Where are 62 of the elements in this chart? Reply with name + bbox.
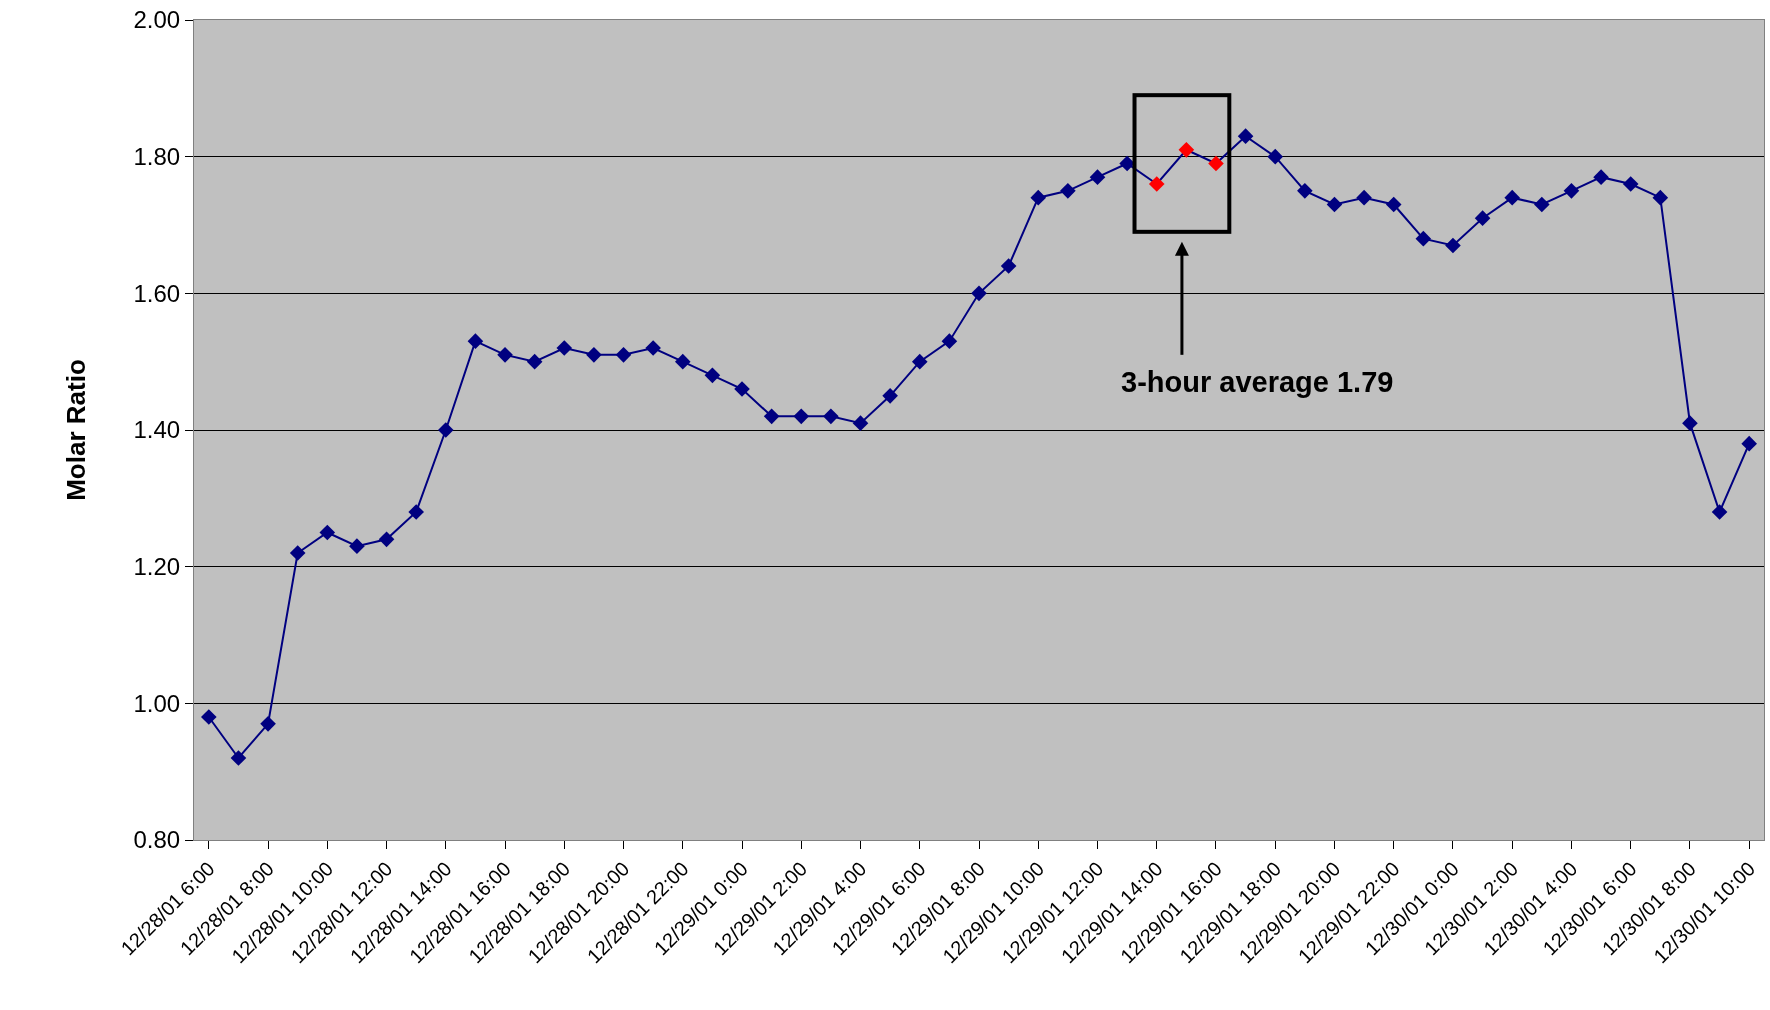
- point: [1741, 435, 1757, 452]
- point: [1297, 183, 1313, 199]
- point: [1652, 189, 1669, 206]
- point: [1593, 169, 1609, 185]
- point: [1682, 415, 1698, 431]
- point: [1267, 148, 1284, 165]
- point: [1030, 189, 1047, 206]
- annotation: 3-hour average 1.79: [1121, 366, 1394, 398]
- point: [289, 545, 306, 561]
- point: [823, 408, 839, 425]
- y-tick-label: 1.60: [133, 279, 181, 307]
- point: [1208, 155, 1224, 172]
- point: [408, 504, 424, 520]
- y-tick-label: 1.40: [133, 416, 181, 444]
- point: [1000, 258, 1017, 274]
- point: [1711, 504, 1728, 520]
- point: [882, 388, 898, 404]
- y-tick-label: 1.00: [133, 689, 181, 717]
- point: [349, 538, 365, 554]
- point: [734, 381, 750, 397]
- point: [230, 750, 247, 766]
- point: [1089, 169, 1106, 185]
- point: [1445, 237, 1461, 254]
- point: [1148, 176, 1165, 192]
- point: [437, 422, 454, 438]
- point: [467, 333, 484, 349]
- point: [497, 347, 513, 363]
- point: [971, 285, 987, 302]
- point: [201, 709, 217, 725]
- y-tick-label: 1.20: [133, 553, 181, 581]
- point: [763, 408, 780, 425]
- point: [1622, 176, 1639, 192]
- point: [1415, 230, 1432, 247]
- point: [1534, 196, 1550, 213]
- point: [704, 367, 721, 384]
- point: [1563, 183, 1580, 199]
- point: [941, 333, 958, 349]
- point: [378, 531, 395, 548]
- y-tick-label: 1.80: [133, 143, 181, 171]
- point: [1119, 155, 1135, 172]
- point: [1504, 189, 1521, 206]
- y-tick-label: 2.00: [133, 6, 181, 34]
- point: [852, 415, 869, 431]
- point: [793, 408, 810, 425]
- point: [260, 716, 276, 732]
- point: [645, 340, 661, 356]
- point: [586, 347, 602, 363]
- point: [1060, 183, 1076, 199]
- point: [526, 353, 543, 370]
- point: [319, 524, 336, 541]
- point: [1356, 189, 1372, 206]
- point: [1326, 196, 1343, 213]
- point: [674, 353, 691, 370]
- point: [1178, 142, 1195, 158]
- y-tick-label: 0.80: [133, 826, 181, 854]
- point: [556, 340, 573, 356]
- point: [1385, 196, 1402, 213]
- point: [1237, 128, 1254, 144]
- point: [615, 347, 632, 363]
- point: [911, 353, 928, 370]
- point: [1474, 210, 1491, 226]
- y-axis-title: Molar Ratio: [60, 359, 91, 501]
